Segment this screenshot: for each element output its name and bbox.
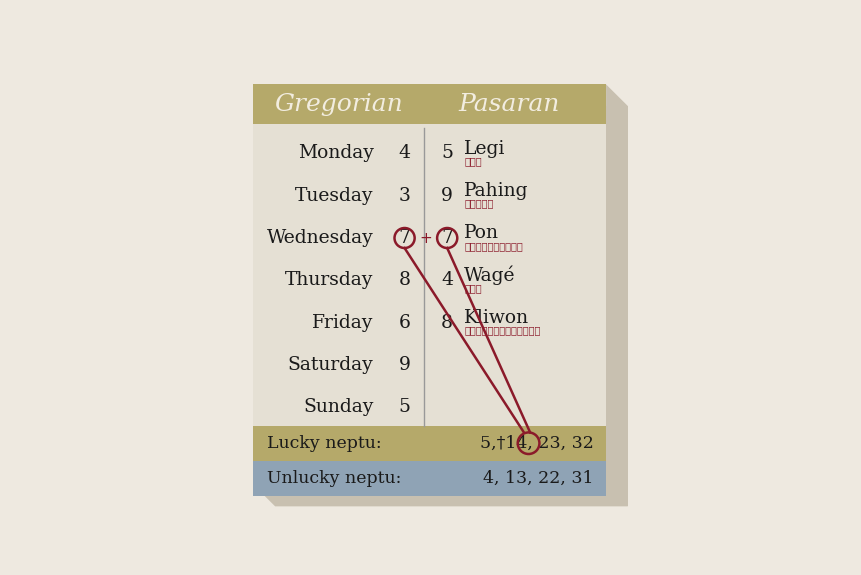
Text: លងង: លងង — [464, 283, 481, 293]
Text: 4: 4 — [441, 271, 453, 289]
Text: 5: 5 — [398, 398, 410, 416]
FancyBboxPatch shape — [275, 106, 627, 507]
Text: Thursday: Thursday — [285, 271, 373, 289]
Text: ត័លលណ្ណតាល័ល័: ត័លលណ្ណតាល័ល័ — [464, 325, 540, 335]
Text: Legi: Legi — [464, 140, 505, 158]
Text: 4, 13, 22, 31: 4, 13, 22, 31 — [483, 470, 593, 487]
Polygon shape — [605, 85, 627, 507]
FancyBboxPatch shape — [253, 85, 605, 485]
Text: Wagé: Wagé — [464, 266, 515, 286]
Text: Monday: Monday — [297, 144, 373, 162]
Text: Kliwon: Kliwon — [464, 309, 529, 327]
Text: 4: 4 — [398, 144, 410, 162]
Text: 7: 7 — [441, 229, 453, 247]
Text: 9: 9 — [398, 356, 410, 374]
Polygon shape — [253, 485, 627, 507]
Text: លោលាំ: លោលាំ — [464, 198, 493, 208]
FancyBboxPatch shape — [253, 461, 605, 496]
Text: តឹង: តឹង — [464, 156, 481, 166]
Text: Friday: Friday — [312, 314, 373, 332]
Text: Pahing: Pahing — [464, 182, 528, 200]
Text: +: + — [419, 231, 431, 246]
Text: 3: 3 — [398, 187, 410, 205]
Text: លណ្ណតាល័ល័: លណ្ណតាល័ល័ — [464, 241, 523, 251]
Text: 7: 7 — [398, 229, 410, 247]
Text: Sunday: Sunday — [303, 398, 373, 416]
Text: 5: 5 — [441, 144, 453, 162]
FancyBboxPatch shape — [253, 85, 605, 124]
Text: Gregorian: Gregorian — [274, 93, 403, 116]
Text: 8: 8 — [398, 271, 410, 289]
Text: Tuesday: Tuesday — [294, 187, 373, 205]
FancyBboxPatch shape — [253, 426, 605, 461]
Text: 5,†14, 23, 32: 5,†14, 23, 32 — [480, 435, 593, 452]
Text: 6: 6 — [398, 314, 410, 332]
Text: Lucky neptu:: Lucky neptu: — [267, 435, 381, 452]
Text: Saturday: Saturday — [288, 356, 373, 374]
Text: Pon: Pon — [464, 224, 499, 243]
Text: Pasaran: Pasaran — [458, 93, 560, 116]
Text: Unlucky neptu:: Unlucky neptu: — [267, 470, 401, 487]
Text: 8: 8 — [441, 314, 453, 332]
Text: 9: 9 — [441, 187, 453, 205]
Text: Wednesday: Wednesday — [267, 229, 373, 247]
